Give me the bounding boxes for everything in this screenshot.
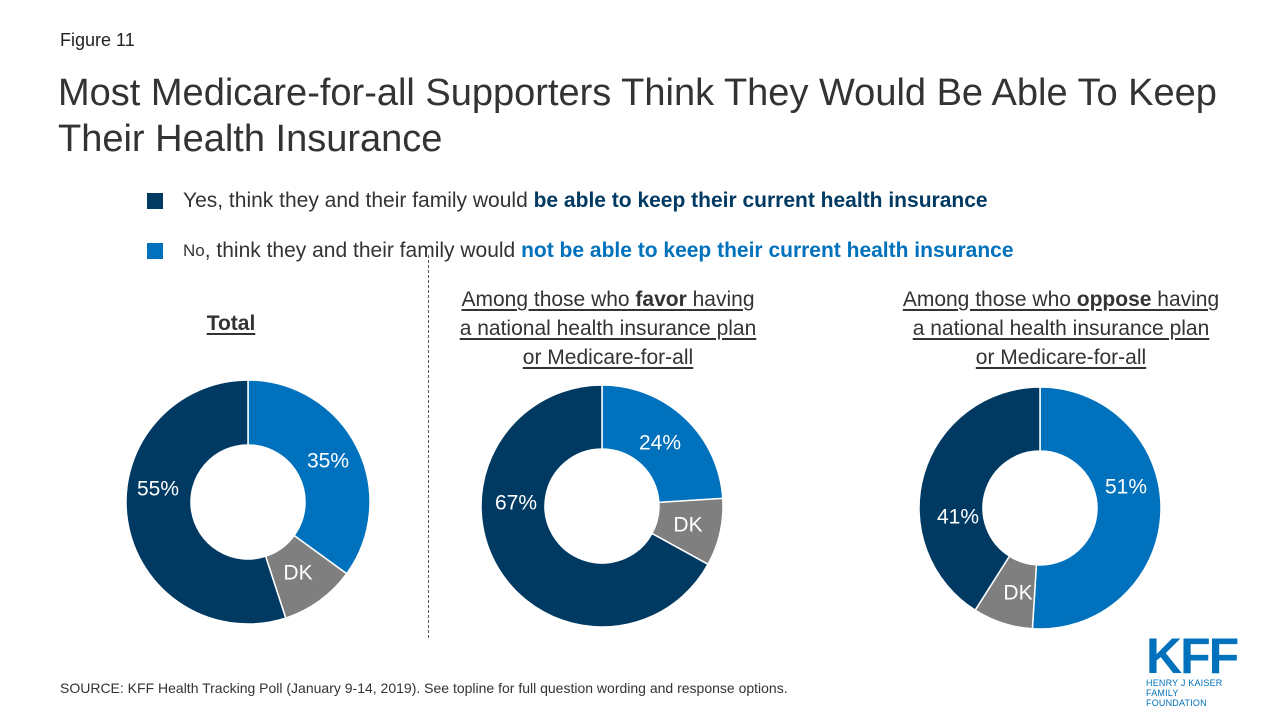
kff-logo: KFF HENRY J KAISER FAMILY FOUNDATION xyxy=(1146,628,1239,708)
favor-title-part2: having xyxy=(686,288,755,311)
oppose-title-line3: or Medicare-for-all xyxy=(975,346,1147,369)
oppose-label-no: 51% xyxy=(1105,476,1147,499)
favor-label-yes: 67% xyxy=(495,492,537,515)
favor-title-part1: Among those who xyxy=(461,288,636,311)
oppose-slice-no xyxy=(1031,386,1162,630)
legend-no-highlight: not be able to keep their current health… xyxy=(521,239,1014,262)
oppose-title-line2: a national health insurance plan xyxy=(912,317,1210,340)
kff-logo-line1: HENRY J KAISER xyxy=(1146,678,1223,688)
legend-yes-text: Yes, think they and their family would xyxy=(183,189,534,212)
legend-item-yes: Yes, think they and their family would b… xyxy=(147,189,988,213)
legend-swatch-yes xyxy=(147,193,163,209)
legend-item-no: No, think they and their family would no… xyxy=(147,239,1014,263)
favor-label-no: 24% xyxy=(639,432,681,455)
favor-label-dk: DK xyxy=(673,514,702,537)
favor-title-emphasis: favor xyxy=(635,288,687,311)
figure-label: Figure 11 xyxy=(60,30,135,50)
kff-logo-mark: KFF xyxy=(1146,628,1239,684)
panel-title-favor: Among those who favor having a national … xyxy=(418,285,798,372)
oppose-label-dk: DK xyxy=(1003,582,1032,605)
total-slice-yes xyxy=(125,379,287,625)
source-footer: SOURCE: KFF Health Tracking Poll (Januar… xyxy=(60,680,788,696)
total-slice-no xyxy=(247,379,371,575)
total-label-no: 35% xyxy=(307,450,349,473)
oppose-title-part2: having xyxy=(1151,288,1220,311)
favor-title-line3: or Medicare-for-all xyxy=(522,346,694,369)
legend-yes-highlight: be able to keep their current health ins… xyxy=(533,189,988,212)
oppose-title-emphasis: oppose xyxy=(1076,288,1152,311)
legend-swatch-no xyxy=(147,243,163,259)
total-label-dk: DK xyxy=(283,562,312,585)
total-label-yes: 55% xyxy=(137,478,179,501)
legend-no-text: , think they and their family would xyxy=(204,239,522,262)
oppose-title-part1: Among those who xyxy=(902,288,1077,311)
favor-slice-no xyxy=(601,384,724,504)
chart-title: Most Medicare-for-all Supporters Think T… xyxy=(58,72,1217,160)
oppose-label-yes: 41% xyxy=(937,506,979,529)
legend-no-first: No xyxy=(183,241,205,260)
favor-title-line2: a national health insurance plan xyxy=(459,317,757,340)
oppose-slice-yes xyxy=(918,386,1041,612)
favor-slice-yes xyxy=(480,384,710,628)
kff-logo-line2: FAMILY FOUNDATION xyxy=(1146,688,1207,708)
panel-title-oppose: Among those who oppose having a national… xyxy=(856,285,1266,372)
panel-title-total: Total xyxy=(206,312,256,335)
panel-divider xyxy=(428,255,429,638)
